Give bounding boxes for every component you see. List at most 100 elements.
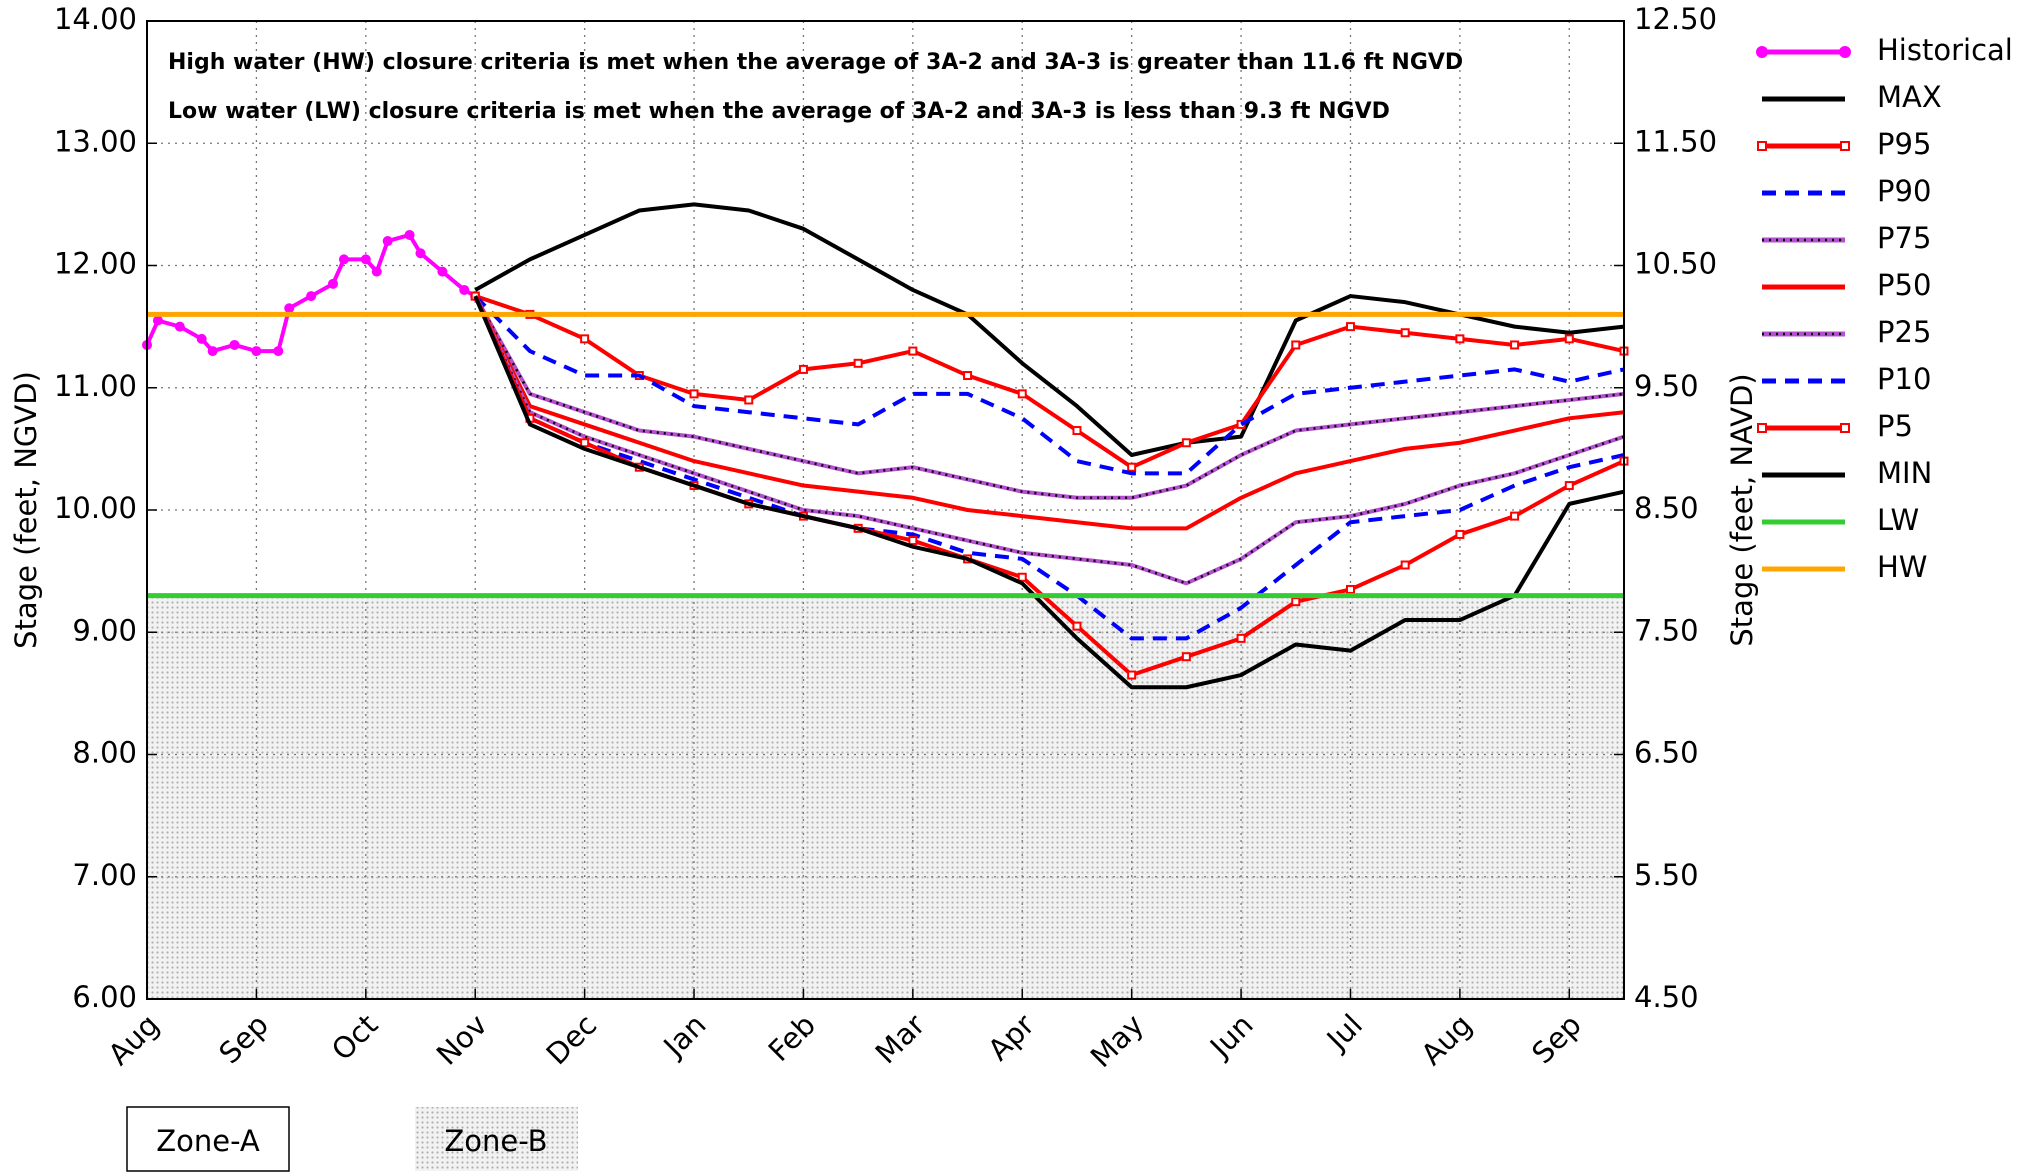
y2-tick-label: 8.50 (1634, 491, 1699, 525)
x-tick-label: Dec (540, 1008, 604, 1072)
marker (1181, 652, 1191, 662)
marker (1072, 426, 1082, 436)
marker (1510, 511, 1520, 521)
legend-marker (1840, 423, 1850, 433)
marker (1236, 633, 1246, 643)
x-tick-label: Oct (325, 1008, 385, 1068)
y-tick-label: 14.00 (54, 2, 137, 36)
marker (1072, 621, 1082, 631)
y2-tick-label: 4.50 (1634, 980, 1699, 1014)
x-tick-label: May (1084, 1008, 1150, 1074)
marker (908, 346, 918, 356)
legend-label: HW (1877, 550, 1927, 584)
y-tick-label: 8.00 (72, 736, 137, 770)
series-line-dots (474, 295, 1625, 585)
legend-label: MIN (1877, 456, 1932, 490)
legend-label: P90 (1877, 174, 1931, 208)
marker (1510, 340, 1520, 350)
x-tick-label: Aug (102, 1008, 166, 1072)
marker (415, 248, 426, 259)
marker (1127, 462, 1137, 472)
legend-marker (1757, 423, 1767, 433)
plot-frame (146, 20, 1625, 1000)
marker (908, 536, 918, 546)
annotation: High water (HW) closure criteria is met … (168, 50, 1463, 75)
series-line (473, 295, 1625, 531)
marker (963, 371, 973, 381)
marker (1127, 670, 1137, 680)
y-tick-label: 12.00 (54, 247, 137, 281)
marker (1400, 328, 1410, 338)
y2-tick-label: 9.50 (1634, 369, 1699, 403)
marker (360, 254, 371, 265)
annotation: Low water (LW) closure criteria is met w… (168, 99, 1390, 124)
series-line-dots (474, 295, 1625, 500)
legend-label: LW (1877, 503, 1919, 537)
marker (284, 303, 295, 314)
marker (207, 346, 218, 357)
marker (1291, 597, 1301, 607)
x-tick-label: Sep (212, 1008, 275, 1071)
legend-marker (1840, 141, 1850, 151)
legend-label: P25 (1877, 315, 1931, 349)
legend-label: P50 (1877, 268, 1931, 302)
x-tick-label: Jul (1319, 1008, 1369, 1058)
marker (382, 236, 393, 247)
marker (1400, 560, 1410, 570)
y2-tick-label: 5.50 (1634, 858, 1699, 892)
marker (338, 254, 349, 265)
series-line (474, 294, 1625, 470)
marker (273, 346, 284, 357)
marker (1564, 481, 1574, 491)
legend-label: P75 (1877, 221, 1931, 255)
series-line (473, 295, 1625, 641)
marker (174, 321, 185, 332)
marker (744, 395, 754, 405)
marker (1181, 438, 1191, 448)
zone-a-box (126, 1106, 290, 1172)
marker (1455, 529, 1465, 539)
x-tick-label: Jan (656, 1008, 713, 1065)
marker (251, 346, 262, 357)
y2-tick-label: 7.50 (1634, 613, 1699, 647)
y2-tick-label: 11.50 (1634, 124, 1717, 158)
marker (371, 266, 382, 277)
zone-b-label: Zone-B (444, 1124, 547, 1158)
marker (1017, 572, 1027, 582)
marker (580, 438, 590, 448)
zone-b-area (147, 595, 1624, 999)
series-line (474, 202, 1625, 457)
marker (229, 339, 240, 350)
marker (1345, 322, 1355, 332)
y-tick-label: 7.00 (72, 858, 137, 892)
marker (689, 389, 699, 399)
x-tick-label: Aug (1414, 1008, 1478, 1072)
legend-label: MAX (1877, 80, 1942, 114)
series-line (473, 295, 1625, 690)
y2-tick-label: 10.50 (1634, 247, 1717, 281)
marker (152, 315, 163, 326)
marker (1291, 340, 1301, 350)
legend-marker (1839, 46, 1851, 58)
legend-marker (1756, 46, 1768, 58)
marker (1564, 334, 1574, 344)
x-tick-label: Feb (762, 1008, 822, 1068)
y-tick-label: 9.00 (72, 613, 137, 647)
y-tick-label: 6.00 (72, 980, 137, 1014)
y2-tick-label: 12.50 (1634, 2, 1717, 36)
marker (1017, 389, 1027, 399)
y-tick-label: 10.00 (54, 491, 137, 525)
y-tick-label: 13.00 (54, 124, 137, 158)
y2-axis-label: Stage (feet, NAVD) (1725, 373, 1759, 646)
x-tick-label: Nov (430, 1008, 494, 1072)
legend-marker (1757, 141, 1767, 151)
marker (1455, 334, 1465, 344)
x-tick-label: Mar (869, 1008, 932, 1071)
marker (1345, 584, 1355, 594)
legend-label: P10 (1877, 362, 1931, 396)
marker (853, 358, 863, 368)
marker (580, 334, 590, 344)
marker (327, 278, 338, 289)
y2-tick-label: 6.50 (1634, 736, 1699, 770)
